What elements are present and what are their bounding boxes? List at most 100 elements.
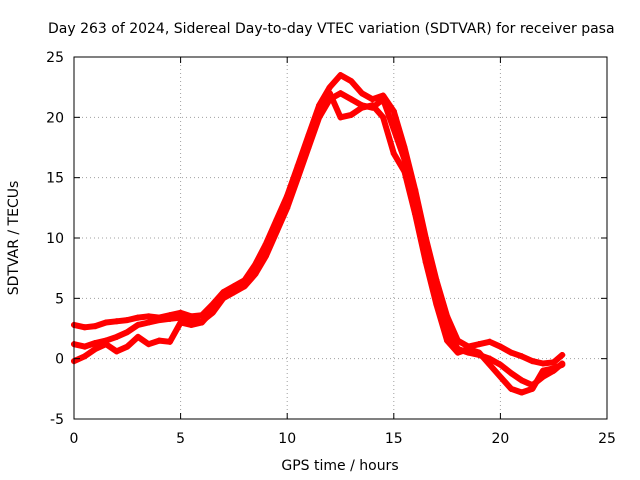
data-point [550, 359, 557, 366]
data-point [348, 78, 355, 85]
data-point [369, 102, 376, 109]
data-point [124, 317, 131, 324]
data-point [390, 150, 397, 157]
data-point [559, 352, 566, 359]
data-point [401, 156, 408, 163]
y-tick-label: 0 [55, 352, 64, 368]
data-point [401, 168, 408, 175]
data-point [156, 337, 163, 344]
data-point [92, 346, 99, 353]
x-tick-label: 20 [491, 431, 509, 447]
data-point [198, 319, 205, 326]
data-point [326, 84, 333, 91]
data-point [337, 114, 344, 121]
data-point [134, 321, 141, 328]
data-point [124, 329, 131, 336]
x-tick-label: 10 [278, 431, 296, 447]
data-point [166, 315, 173, 322]
data-point [348, 96, 355, 103]
data-point [294, 168, 301, 175]
data-point [358, 90, 365, 97]
data-point [81, 343, 88, 350]
data-point [337, 72, 344, 79]
x-axis-label: GPS time / hours [281, 458, 398, 474]
data-point [134, 333, 141, 340]
y-tick-label: 10 [46, 231, 64, 247]
data-point [508, 349, 515, 356]
data-point [497, 343, 504, 350]
data-point [518, 353, 525, 360]
data-point [508, 370, 515, 377]
y-tick-label: -5 [50, 412, 64, 428]
data-point [540, 360, 547, 367]
data-point [476, 341, 483, 348]
data-point [81, 353, 88, 360]
y-axis-label: SDTVAR / TECUs [6, 181, 22, 296]
data-point [81, 324, 88, 331]
data-point [390, 108, 397, 115]
data-point [380, 96, 387, 103]
data-point [113, 348, 120, 355]
data-point [497, 373, 504, 380]
data-point [326, 90, 333, 97]
data-point [102, 341, 109, 348]
data-point [454, 349, 461, 356]
data-point [220, 292, 227, 299]
series-line-track-c [71, 90, 566, 396]
data-point [337, 90, 344, 97]
data-point [230, 285, 237, 292]
data-point [92, 339, 99, 346]
data-point [177, 319, 184, 326]
data-point [422, 259, 429, 266]
data-point [209, 307, 216, 314]
x-tick-label: 5 [176, 431, 185, 447]
data-point [390, 126, 397, 133]
data-point [262, 247, 269, 254]
grid [74, 57, 607, 419]
data-point [412, 210, 419, 217]
data-point [273, 222, 280, 229]
data-point [518, 377, 525, 384]
chart-title: Day 263 of 2024, Sidereal Day-to-day VTE… [48, 21, 615, 37]
data-point [529, 385, 536, 392]
data-point [540, 367, 547, 374]
data-point [465, 346, 472, 353]
data-point [113, 333, 120, 340]
data-point [518, 389, 525, 396]
data-point [124, 343, 131, 350]
data-point [486, 338, 493, 345]
data-point [166, 338, 173, 345]
data-point [497, 361, 504, 368]
tick-labels: 0 5 10 15 20 25 -5 0 5 10 15 20 25 [46, 50, 616, 447]
series-group [71, 72, 566, 396]
y-tick-label: 5 [55, 291, 64, 307]
y-tick-label: 15 [46, 171, 64, 187]
data-point [348, 111, 355, 118]
data-point [252, 265, 259, 272]
data-point [113, 318, 120, 325]
data-point [198, 312, 205, 319]
data-point [134, 314, 141, 321]
data-point [476, 349, 483, 356]
data-point [559, 361, 566, 368]
x-tick-label: 25 [598, 431, 616, 447]
data-point [380, 114, 387, 121]
data-point [284, 198, 291, 205]
data-point [433, 301, 440, 308]
x-tick-label: 15 [385, 431, 403, 447]
data-point [241, 279, 248, 286]
data-point [156, 317, 163, 324]
data-point [486, 361, 493, 368]
data-point [145, 319, 152, 326]
data-point [550, 365, 557, 372]
data-point [358, 104, 365, 111]
y-tick-label: 25 [46, 50, 64, 66]
data-point [369, 96, 376, 103]
data-point [145, 341, 152, 348]
data-point [305, 138, 312, 145]
data-point [145, 313, 152, 320]
data-point [444, 337, 451, 344]
data-point [188, 321, 195, 328]
data-point [316, 108, 323, 115]
